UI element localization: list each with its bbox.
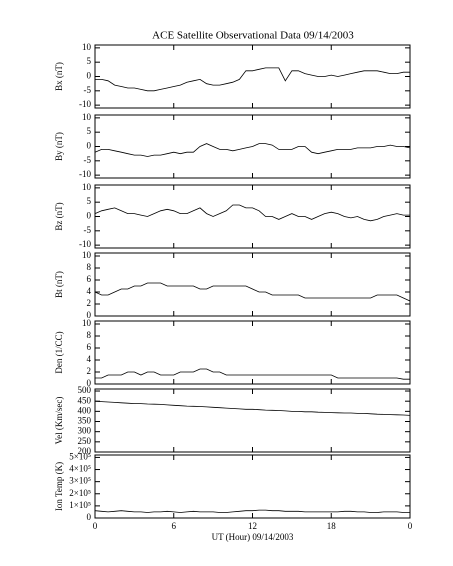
y-tick-label: -5	[84, 85, 92, 95]
y-tick-label: 0	[87, 378, 92, 388]
y-axis-label: Den (1/CC)	[54, 331, 64, 373]
y-axis-label: Bt (nT)	[54, 271, 64, 298]
x-tick-label: 0	[408, 521, 413, 531]
chart-title: ACE Satellite Observational Data 09/14/2…	[152, 30, 354, 42]
y-tick-label: 2	[87, 298, 92, 308]
y-tick-label: 5	[87, 196, 92, 206]
y-tick-label: 350	[78, 416, 92, 426]
y-tick-label: 4	[87, 286, 92, 296]
y-tick-label: 450	[78, 395, 92, 405]
x-tick-label: 12	[248, 521, 257, 531]
y-tick-label: 200	[78, 446, 92, 456]
x-tick-label: 6	[172, 521, 177, 531]
y-tick-label: 2×10⁵	[69, 488, 91, 498]
y-tick-label: 500	[78, 385, 92, 395]
y-axis-label: Bz (nT)	[54, 202, 64, 230]
y-axis-label: Vel (Km/sec)	[54, 397, 64, 445]
y-tick-label: -5	[84, 225, 92, 235]
x-tick-label: 0	[93, 521, 98, 531]
y-tick-label: 8	[87, 330, 92, 340]
y-tick-label: 1×10⁵	[69, 500, 91, 510]
data-line	[94, 400, 411, 416]
y-tick-label: 250	[78, 436, 92, 446]
y-tick-label: 8	[87, 262, 92, 272]
y-tick-label: 3×10⁵	[69, 476, 91, 486]
x-tick-label: 18	[327, 521, 337, 531]
y-tick-label: 0	[87, 211, 92, 221]
y-tick-label: 6	[87, 274, 92, 284]
y-axis-label: Bx (nT)	[54, 62, 64, 91]
y-tick-label: 300	[78, 426, 92, 436]
data-line	[95, 368, 410, 380]
y-axis-label: By (nT)	[54, 132, 64, 161]
y-tick-label: 0	[87, 141, 92, 151]
y-tick-label: 10	[82, 318, 92, 328]
y-tick-label: -10	[79, 239, 91, 249]
y-tick-label: 6	[87, 342, 92, 352]
panel-frame	[94, 184, 411, 249]
y-tick-label: 0	[87, 512, 92, 522]
panel-frame	[94, 454, 411, 519]
y-tick-label: 0	[87, 71, 92, 81]
y-tick-label: 10	[82, 182, 92, 192]
data-line	[94, 509, 410, 513]
y-tick-label: 0	[87, 310, 92, 320]
y-axis-label: Ion Temp (K)	[54, 462, 64, 511]
y-tick-label: 5×10⁵	[69, 451, 91, 461]
y-tick-label: 2	[87, 366, 92, 376]
data-line	[94, 143, 411, 157]
y-tick-label: 5	[87, 56, 92, 66]
panel-frame	[94, 388, 411, 453]
y-tick-label: -10	[79, 99, 91, 109]
y-tick-label: 400	[78, 405, 92, 415]
data-line	[94, 204, 410, 222]
y-tick-label: 10	[82, 112, 92, 122]
y-tick-label: -10	[79, 169, 91, 179]
y-tick-label: 10	[82, 42, 92, 52]
x-axis-label: UT (Hour) 09/14/2003	[212, 532, 294, 542]
y-tick-label: 4×10⁵	[69, 464, 91, 474]
panel-frame	[94, 252, 411, 317]
y-tick-label: 10	[82, 250, 92, 260]
y-tick-label: 4	[87, 354, 92, 364]
data-line	[95, 67, 410, 92]
data-line	[94, 282, 411, 302]
panel-frame	[94, 44, 411, 109]
y-tick-label: -5	[84, 155, 92, 165]
y-tick-label: 5	[87, 126, 92, 136]
